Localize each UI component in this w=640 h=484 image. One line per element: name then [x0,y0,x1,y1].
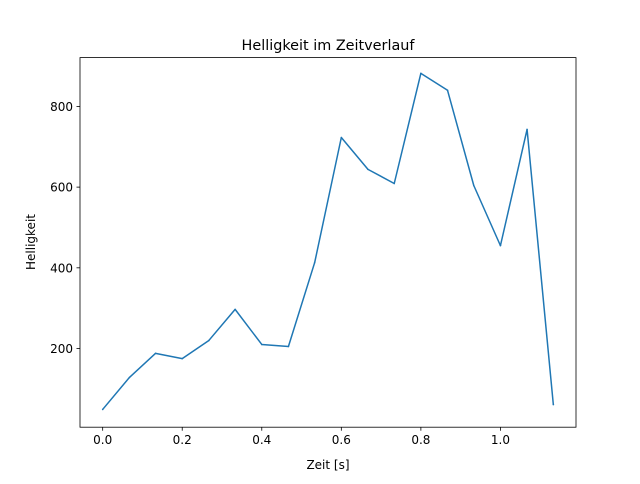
y-tick-label: 200 [50,342,73,356]
data-point [446,89,449,92]
x-tick-label: 0.8 [411,433,430,447]
data-point [128,376,131,379]
data-point [499,244,502,247]
data-point [181,357,184,360]
chart-title: Helligkeit im Zeitverlauf [242,38,416,54]
data-point [420,72,422,75]
y-tick-label: 600 [50,181,73,195]
data-point [101,408,104,411]
x-tick-label: 0.0 [93,433,112,447]
x-tick-label: 0.4 [252,433,271,447]
data-point [340,136,343,139]
data-point [313,261,316,264]
data-point [234,308,236,311]
x-tick-label: 1.0 [491,433,510,447]
data-point [287,345,290,348]
data-point [526,128,528,131]
y-axis-label: Helligkeit [24,214,38,270]
series-line-helligkeit [102,72,555,410]
data-point [208,339,210,342]
y-tick-label: 800 [50,100,73,114]
data-point [393,182,396,185]
y-tick-label: 400 [50,261,73,275]
plot-frame [79,57,577,428]
x-tick-label: 0.2 [173,433,192,447]
x-tick-label: 0.6 [332,433,351,447]
data-point [472,184,475,187]
data-point [367,168,369,171]
data-point [260,343,263,346]
data-point [552,403,555,406]
x-axis-label: Zeit [s] [306,458,349,472]
data-point [154,352,157,355]
